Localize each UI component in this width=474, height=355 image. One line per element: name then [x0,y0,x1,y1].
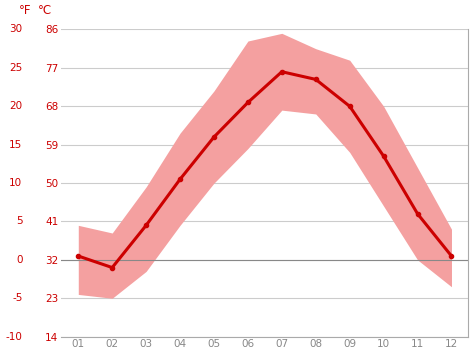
Text: °C: °C [38,4,52,17]
Text: 15: 15 [9,140,22,150]
Text: -5: -5 [12,293,22,303]
Text: 10: 10 [9,178,22,188]
Text: 0: 0 [16,255,22,265]
Text: 5: 5 [16,217,22,226]
Text: -10: -10 [6,332,22,342]
Text: 25: 25 [9,63,22,73]
Text: °F: °F [18,4,31,17]
Text: 20: 20 [9,101,22,111]
Text: 30: 30 [9,24,22,34]
